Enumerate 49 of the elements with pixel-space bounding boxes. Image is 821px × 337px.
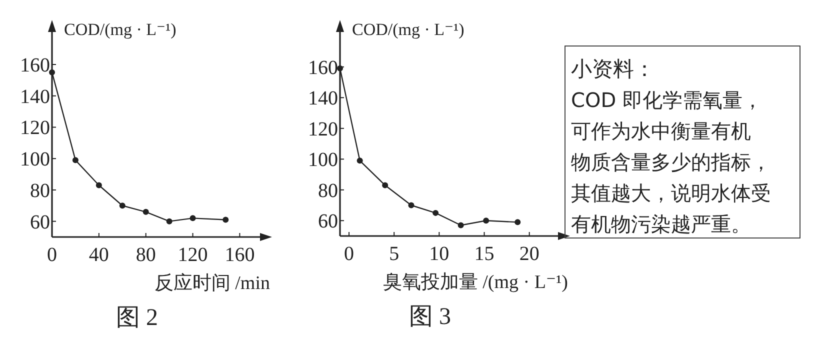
x-tick-label: 10 (429, 243, 450, 265)
y-axis-title: COD/(mg · L⁻¹) (352, 20, 464, 39)
x-tick-label: 0 (47, 244, 57, 266)
x-axis-title: 反应时间 /min (154, 272, 270, 294)
y-tick-label: 120 (20, 117, 50, 140)
point (142, 208, 149, 215)
point (458, 222, 464, 228)
x-tick-label: 160 (224, 244, 255, 266)
y-axis-title: COD/(mg · L⁻¹) (64, 20, 176, 39)
caption: 图 2 (116, 305, 158, 331)
y-tick-label: 140 (20, 86, 50, 108)
x-tick-label: 5 (389, 243, 400, 265)
y-tick-label: 60 (318, 210, 338, 233)
y-tick-label: 160 (308, 56, 338, 79)
caption: 图 3 (409, 304, 451, 330)
x-tick-label: 0 (344, 243, 354, 265)
text: 有机物污染越严重。 (571, 212, 751, 236)
y-tick-label: 160 (20, 54, 50, 76)
y-tick-label: 100 (20, 148, 50, 171)
y-tick-label: 120 (308, 118, 338, 140)
y-tick-label: 80 (318, 180, 338, 202)
point (222, 216, 229, 223)
text: 小资料： (571, 57, 655, 81)
x-tick-label: 20 (519, 243, 540, 265)
x-tick-label: 40 (88, 244, 109, 266)
point (382, 182, 388, 188)
point (166, 218, 172, 224)
text: 物质含量多少的指标， (571, 150, 771, 174)
point (483, 218, 490, 224)
x-tick-label: 120 (178, 244, 208, 266)
point (356, 158, 363, 164)
y-tick-label: 80 (30, 180, 50, 202)
point (72, 157, 78, 164)
point (119, 202, 126, 209)
y-tick-label: 100 (308, 149, 338, 172)
text: 可作为水中衡量有机 (571, 119, 751, 143)
point (514, 219, 521, 226)
y-tick-label: 140 (308, 88, 338, 110)
text: COD 即化学需氧量， (571, 88, 762, 112)
y-tick-label: 60 (30, 211, 50, 234)
x-axis-title: 臭氧投加量 /(mg · L⁻¹) (382, 272, 568, 293)
point (96, 182, 102, 188)
x-tick-label: 15 (474, 243, 494, 265)
point (408, 202, 414, 208)
x-tick-label: 80 (136, 244, 156, 266)
point (49, 69, 55, 76)
point (432, 210, 439, 216)
point (190, 215, 196, 222)
text: 其值越大，说明水体受 (571, 181, 771, 205)
